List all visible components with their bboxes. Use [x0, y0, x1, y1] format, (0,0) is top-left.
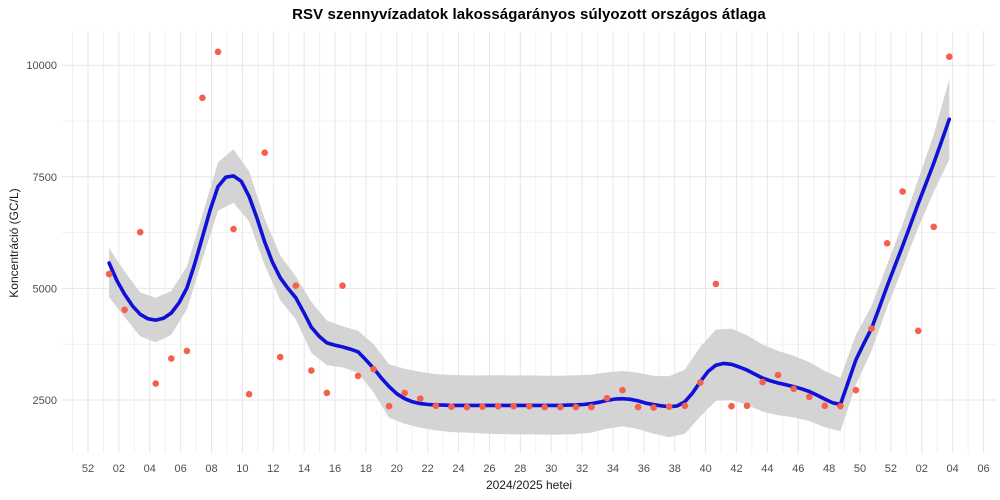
data-point	[697, 379, 704, 386]
data-point	[479, 403, 486, 411]
x-tick-label: 04	[947, 463, 959, 475]
x-tick-label: 02	[113, 463, 125, 475]
x-tick-label: 14	[298, 463, 310, 475]
data-point	[276, 353, 284, 361]
x-tick-label: 38	[669, 463, 681, 475]
data-point	[417, 395, 424, 403]
x-tick-label: 52	[82, 463, 94, 475]
y-tick-label: 2500	[33, 395, 57, 407]
data-point	[806, 393, 813, 401]
data-point	[261, 149, 269, 156]
x-tick-label: 26	[483, 463, 495, 475]
data-point	[510, 402, 517, 410]
x-tick-label: 30	[545, 463, 557, 475]
x-tick-label: 52	[885, 463, 897, 475]
x-tick-label: 20	[391, 463, 403, 475]
y-tick-label: 10000	[26, 60, 57, 72]
data-point	[448, 403, 455, 411]
data-point	[214, 48, 222, 56]
data-point	[619, 386, 626, 394]
data-point	[370, 365, 377, 373]
x-tick-label: 06	[977, 463, 989, 475]
x-tick-label: 02	[916, 463, 928, 475]
data-point	[914, 327, 922, 335]
chart-title: RSV szennyvízadatok lakosságarányos súly…	[292, 6, 766, 23]
data-point	[432, 402, 440, 410]
data-point	[105, 270, 113, 278]
data-point	[852, 386, 860, 394]
data-point	[930, 223, 937, 231]
data-point	[572, 403, 580, 411]
x-tick-label: 46	[792, 463, 804, 475]
data-point	[525, 402, 533, 410]
x-tick-label: 12	[267, 463, 279, 475]
data-point	[245, 390, 253, 398]
x-tick-label: 24	[452, 463, 464, 475]
data-point	[712, 280, 720, 288]
data-point	[323, 389, 331, 397]
data-point	[946, 53, 953, 60]
data-point	[588, 403, 595, 411]
x-tick-label: 16	[329, 463, 341, 475]
data-point	[354, 372, 362, 380]
confidence-band	[109, 79, 950, 438]
data-point	[821, 402, 829, 410]
data-point	[728, 402, 735, 410]
data-point	[837, 402, 844, 410]
data-point	[121, 306, 128, 314]
x-tick-label: 42	[730, 463, 742, 475]
x-tick-label: 48	[823, 463, 835, 475]
x-tick-label: 50	[854, 463, 866, 475]
data-point	[494, 402, 502, 410]
data-point	[868, 325, 875, 332]
x-tick-label: 36	[638, 463, 650, 475]
data-point	[883, 240, 891, 247]
y-tick-label: 5000	[33, 283, 57, 295]
x-tick-label: 04	[144, 463, 156, 475]
x-tick-label: 28	[514, 463, 526, 475]
data-point	[665, 403, 673, 411]
data-point	[790, 385, 797, 393]
data-point	[136, 228, 144, 236]
data-point	[339, 282, 346, 290]
x-tick-label: 32	[576, 463, 588, 475]
data-point	[603, 394, 611, 402]
data-point	[650, 404, 657, 411]
x-tick-label: 22	[422, 463, 434, 475]
data-point	[759, 378, 766, 386]
data-point	[899, 188, 906, 195]
data-point	[199, 94, 206, 102]
data-point	[168, 355, 175, 362]
x-tick-label: 06	[175, 463, 187, 475]
x-tick-label: 40	[699, 463, 711, 475]
data-point	[743, 402, 751, 410]
data-point	[634, 403, 642, 411]
data-point	[385, 402, 393, 410]
data-point	[152, 380, 159, 387]
data-point	[463, 403, 471, 411]
data-point	[183, 347, 191, 355]
x-tick-label: 10	[236, 463, 248, 475]
x-tick-label: 34	[607, 463, 619, 475]
data-point	[681, 402, 689, 410]
data-point	[774, 371, 782, 379]
data-point	[541, 403, 548, 411]
data-point	[308, 367, 315, 374]
x-tick-label: 44	[761, 463, 773, 475]
data-point	[230, 225, 237, 233]
data-point	[557, 403, 564, 411]
y-tick-label: 7500	[33, 172, 57, 184]
data-point	[401, 389, 409, 397]
x-tick-label: 08	[205, 463, 217, 475]
data-point	[292, 282, 300, 290]
x-axis-title: 2024/2025 hetei	[485, 478, 573, 492]
x-tick-label: 18	[360, 463, 372, 475]
